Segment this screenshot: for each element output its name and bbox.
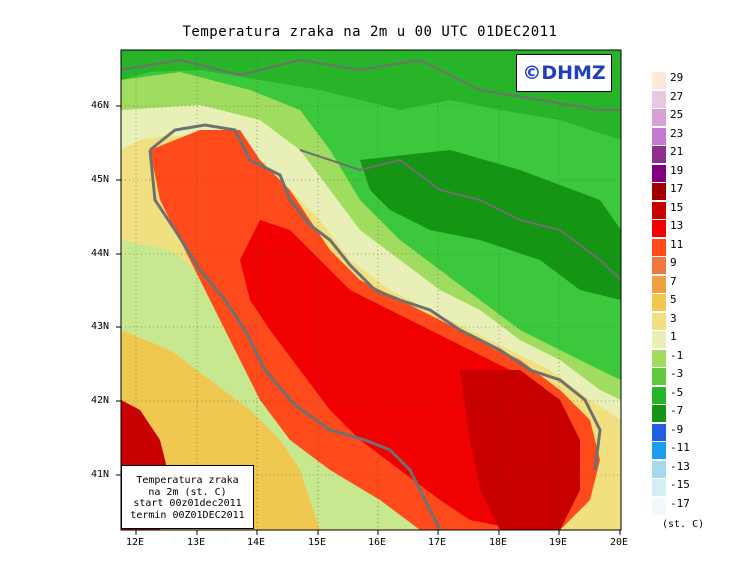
info-line: start 00z01dec2011 (133, 498, 242, 509)
border-inland (299, 149, 621, 281)
lat-label: 41N (91, 469, 110, 480)
sea-dark-red (460, 370, 580, 530)
map-frame (120, 49, 622, 531)
legend-label: 25 (670, 108, 684, 121)
legend-swatch (652, 423, 666, 441)
info-line: Temperatura zraka (136, 475, 239, 486)
legend-label: 11 (670, 237, 684, 251)
lon-label: 17E (428, 537, 447, 548)
legend-swatch (652, 201, 666, 219)
lat-label: 43N (91, 321, 110, 332)
dhmz-logo: ©DHMZ (516, 54, 612, 92)
legend-swatch (652, 275, 666, 293)
legend-label: 17 (670, 182, 684, 195)
legend-label: 29 (670, 71, 684, 84)
legend-swatch (652, 442, 666, 460)
legend-label: 5 (670, 293, 677, 306)
coastline-west (148, 149, 442, 530)
legend-swatch (652, 220, 666, 238)
legend-swatch (652, 386, 666, 404)
lon-label: 18E (489, 537, 508, 548)
legend-swatch (652, 294, 666, 312)
legend-swatch (652, 497, 666, 515)
legend-swatch (652, 183, 666, 201)
lon-label: 19E (549, 537, 568, 548)
lon-label: 14E (247, 537, 266, 548)
legend-swatch (652, 257, 666, 275)
info-line: na 2m (st. C) (148, 486, 227, 498)
legend-swatch (652, 146, 666, 164)
cold-region-inland (360, 150, 621, 300)
lon-label: 20E (610, 537, 629, 548)
lon-label: 15E (308, 537, 327, 548)
legend-label: -17 (670, 496, 690, 510)
legend-label: -5 (670, 385, 684, 399)
coastline-east (149, 123, 602, 471)
legend-label: -3 (670, 367, 684, 380)
border-north (121, 58, 621, 111)
legend-units: (st. C) (662, 519, 705, 530)
legend-label: -1 (670, 348, 684, 362)
legend-label: 23 (670, 126, 684, 140)
legend-swatch (652, 72, 666, 90)
lat-label: 42N (91, 395, 110, 406)
map-title: Temperatura zraka na 2m u 00 UTC 01DEC20… (182, 24, 558, 40)
legend-label: -15 (670, 478, 690, 491)
legend-label: 3 (670, 311, 677, 325)
legend-swatch (652, 405, 666, 423)
lat-label: 46N (91, 100, 110, 111)
legend-swatch (652, 238, 666, 256)
lon-label: 13E (187, 537, 206, 548)
legend-swatch (652, 479, 666, 497)
legend-label: 21 (670, 145, 684, 158)
legend-label: -7 (670, 404, 684, 417)
legend-swatch (652, 349, 666, 367)
legend-label: 7 (670, 274, 677, 288)
lat-label: 44N (91, 248, 110, 259)
legend-swatch (652, 331, 666, 349)
legend-label: 19 (670, 163, 684, 177)
legend-swatch (652, 109, 666, 127)
info-line: termin 00Z01DEC2011 (130, 509, 245, 521)
legend-swatch (652, 164, 666, 182)
legend-label: -11 (670, 441, 690, 454)
lon-label: 12E (126, 537, 145, 548)
lat-label: 45N (91, 174, 110, 185)
lon-label: 16E (368, 537, 387, 548)
legend-label: 13 (670, 219, 684, 232)
legend-label: 1 (670, 330, 677, 343)
legend-swatch (652, 90, 666, 108)
legend-swatch (652, 312, 666, 330)
legend-label: 15 (670, 200, 684, 214)
info-box: Temperatura zraka na 2m (st. C) start 00… (121, 465, 254, 529)
legend-swatch (652, 460, 666, 478)
legend-swatch (652, 127, 666, 145)
legend-label: -13 (670, 459, 690, 473)
legend-label: 27 (670, 89, 684, 103)
legend-label: -9 (670, 422, 684, 436)
legend-swatch (652, 368, 666, 386)
legend-label: 9 (670, 256, 677, 269)
